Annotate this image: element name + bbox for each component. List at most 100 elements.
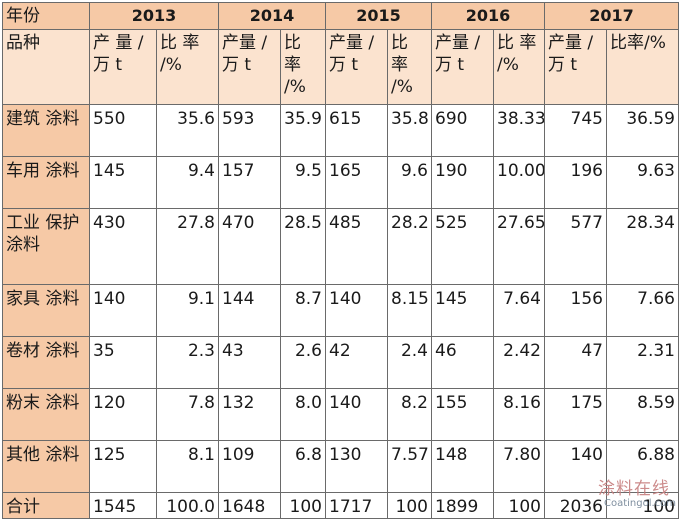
ratio-header: 比率/% (606, 29, 679, 105)
output-cell: 156 (544, 284, 607, 337)
watermark-en: Coatingol.com (604, 498, 677, 509)
output-cell: 132 (218, 388, 281, 441)
watermark-cn: 涂料在线 (598, 479, 670, 499)
ratio-header: 比 率 /% (387, 29, 432, 105)
corner-category-label: 品种 (2, 29, 90, 105)
year-2014: 2014 (218, 2, 326, 30)
output-cell: 485 (325, 208, 388, 285)
ratio-cell: 7.57 (387, 440, 432, 493)
ratio-cell: 28.5 (280, 208, 326, 285)
ratio-cell: 8.0 (280, 388, 326, 441)
ratio-cell: 100 (606, 492, 679, 519)
output-cell: 430 (89, 208, 157, 285)
ratio-header: 比 率 /% (493, 29, 545, 105)
output-cell: 525 (431, 208, 494, 285)
ratio-cell: 7.64 (493, 284, 545, 337)
output-cell: 109 (218, 440, 281, 493)
ratio-cell: 6.8 (280, 440, 326, 493)
ratio-cell: 2.3 (156, 336, 219, 389)
output-cell: 140 (325, 388, 388, 441)
category-label: 其他 涂料 (2, 440, 90, 493)
table-row: 家具 涂料 140 9.1 144 8.7 140 8.15 145 7.64 156 7.66 (2, 284, 679, 337)
ratio-cell: 2.42 (493, 336, 545, 389)
ratio-cell: 2.6 (280, 336, 326, 389)
table-row: 合计 1545 100.0 1648 100 1717 100 1899 100 2036 100 (2, 492, 679, 519)
category-label: 家具 涂料 (2, 284, 90, 337)
ratio-cell: 38.33 (493, 104, 545, 157)
output-cell: 165 (325, 156, 388, 209)
output-cell: 140 (325, 284, 388, 337)
output-cell: 577 (544, 208, 607, 285)
ratio-cell: 9.6 (387, 156, 432, 209)
table-row: 粉末 涂料 120 7.8 132 8.0 140 8.2 155 8.16 175 8.59 (2, 388, 679, 441)
ratio-cell: 8.15 (387, 284, 432, 337)
ratio-cell: 100.0 (156, 492, 219, 519)
table-row: 其他 涂料 125 8.1 109 6.8 130 7.57 148 7.80 140 6.88 (2, 440, 679, 493)
output-cell: 196 (544, 156, 607, 209)
ratio-header: 比 率 /% (156, 29, 219, 105)
ratio-header: 比 率 /% (280, 29, 326, 105)
ratio-cell: 9.5 (280, 156, 326, 209)
output-cell: 148 (431, 440, 494, 493)
ratio-cell: 7.8 (156, 388, 219, 441)
output-cell: 1717 (325, 492, 388, 519)
output-cell: 140 (544, 440, 607, 493)
output-cell: 175 (544, 388, 607, 441)
ratio-cell: 8.7 (280, 284, 326, 337)
ratio-cell: 9.4 (156, 156, 219, 209)
output-header: 产量 /万 t (325, 29, 388, 105)
year-header-row: 年份 2013 2014 2015 2016 2017 (2, 2, 679, 30)
ratio-cell: 7.80 (493, 440, 545, 493)
output-cell: 1648 (218, 492, 281, 519)
output-cell: 2036 (544, 492, 607, 519)
ratio-cell: 2.4 (387, 336, 432, 389)
category-label: 建筑 涂料 (2, 104, 90, 157)
output-cell: 46 (431, 336, 494, 389)
table-row: 工业 保护 涂料 430 27.8 470 28.5 485 28.2 525 27.65 577… (2, 208, 679, 285)
ratio-cell: 8.59 (606, 388, 679, 441)
table-row: 建筑 涂料 550 35.6 593 35.9 615 35.8 690 38.33 745 36.… (2, 104, 679, 157)
year-2013: 2013 (89, 2, 219, 30)
ratio-cell: 27.65 (493, 208, 545, 285)
output-cell: 47 (544, 336, 607, 389)
ratio-cell: 100 (280, 492, 326, 519)
ratio-cell: 9.1 (156, 284, 219, 337)
ratio-cell: 8.16 (493, 388, 545, 441)
output-header: 产量 /万 t (218, 29, 281, 105)
output-header: 产 量 / 万 t (89, 29, 157, 105)
output-cell: 550 (89, 104, 157, 157)
table-row: 车用 涂料 145 9.4 157 9.5 165 9.6 190 10.00 196 9.63 (2, 156, 679, 209)
output-cell: 35 (89, 336, 157, 389)
ratio-cell: 35.9 (280, 104, 326, 157)
category-label: 粉末 涂料 (2, 388, 90, 441)
output-cell: 745 (544, 104, 607, 157)
output-cell: 125 (89, 440, 157, 493)
ratio-cell: 2.31 (606, 336, 679, 389)
output-cell: 120 (89, 388, 157, 441)
output-cell: 42 (325, 336, 388, 389)
ratio-cell: 100 (387, 492, 432, 519)
output-cell: 690 (431, 104, 494, 157)
ratio-cell: 10.00 (493, 156, 545, 209)
year-2015: 2015 (325, 2, 432, 30)
output-cell: 593 (218, 104, 281, 157)
category-label: 合计 (2, 492, 90, 519)
ratio-cell: 9.63 (606, 156, 679, 209)
output-cell: 43 (218, 336, 281, 389)
output-header: 产量 /万 t (431, 29, 494, 105)
ratio-cell: 36.59 (606, 104, 679, 157)
ratio-cell: 7.66 (606, 284, 679, 337)
ratio-cell: 100 (493, 492, 545, 519)
output-header: 产量 /万 t (544, 29, 607, 105)
ratio-cell: 35.8 (387, 104, 432, 157)
ratio-cell: 6.88 (606, 440, 679, 493)
output-cell: 190 (431, 156, 494, 209)
category-label: 工业 保护 涂料 (2, 208, 90, 285)
output-cell: 470 (218, 208, 281, 285)
ratio-cell: 35.6 (156, 104, 219, 157)
year-2016: 2016 (431, 2, 545, 30)
output-cell: 144 (218, 284, 281, 337)
sub-header-row: 品种 产 量 / 万 t 比 率 /% 产量 /万 t 比 率 /% 产量 /万… (2, 29, 679, 105)
output-cell: 145 (89, 156, 157, 209)
